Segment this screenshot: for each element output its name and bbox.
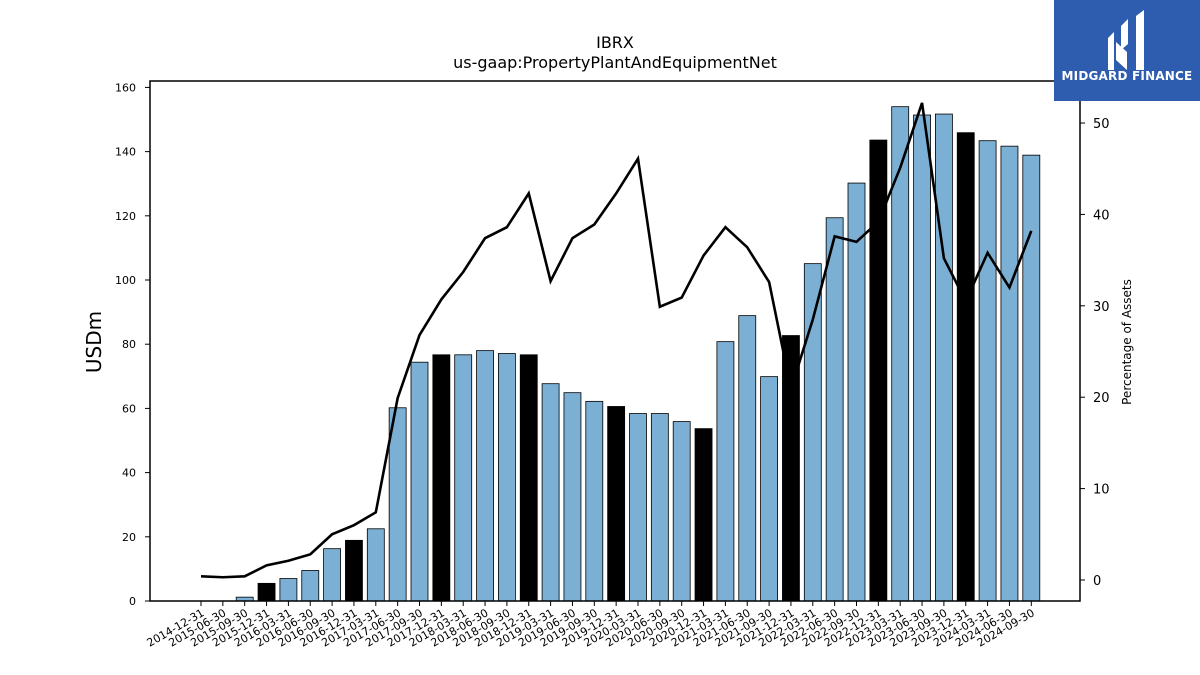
y2-tick-label: 10 <box>1093 483 1110 498</box>
bar-2021-06-30 <box>738 315 757 602</box>
bar-2021-12-31 <box>782 335 800 602</box>
bar-2017-03-31 <box>366 528 385 602</box>
bar-2016-03-31 <box>279 578 298 602</box>
bar-2019-12-31 <box>607 406 626 602</box>
chart-title: IBRX <box>596 33 634 52</box>
chart-subtitle: us-gaap:PropertyPlantAndEquipmentNet <box>453 53 777 72</box>
bar-2019-03-31 <box>541 383 560 602</box>
bar-2018-09-30 <box>497 353 516 602</box>
bar-2016-09-30 <box>323 548 342 602</box>
y-tick-label: 100 <box>115 274 136 287</box>
bar-2021-03-31 <box>716 341 735 602</box>
bar-2024-06-30 <box>1000 145 1019 602</box>
bar-2020-06-30 <box>650 413 669 602</box>
y2-tick-label: 20 <box>1093 391 1110 406</box>
bar-2019-06-30 <box>563 392 582 602</box>
bar-2024-09-30 <box>1022 154 1041 602</box>
bar-2017-12-31 <box>432 354 451 602</box>
plot-frame <box>149 80 1081 602</box>
bar-2018-06-30 <box>476 350 494 602</box>
bar-2016-12-31 <box>345 539 363 602</box>
bar-2023-06-30 <box>913 114 931 602</box>
bar-2024-03-31 <box>978 140 997 602</box>
y2-tick-label: 0 <box>1093 574 1101 589</box>
y-tick-label: 140 <box>115 146 136 159</box>
bar-2022-03-31 <box>803 263 822 602</box>
y2-tick-label: 40 <box>1093 208 1110 223</box>
bar-2023-09-30 <box>935 113 953 602</box>
bar-2020-03-31 <box>629 413 647 602</box>
y-tick-label: 20 <box>122 531 136 544</box>
logo-text: MIDGARD FINANCE <box>1061 69 1193 83</box>
y-axis: 0 20 40 60 80 100 120 140 160 <box>115 81 150 608</box>
bar-2017-09-30 <box>410 361 429 602</box>
y-tick-label: 80 <box>122 338 136 351</box>
bar-2022-09-30 <box>847 182 866 602</box>
bar-2020-09-30 <box>672 421 691 602</box>
y2-tick-label: 50 <box>1093 117 1110 132</box>
bar-2020-12-31 <box>694 428 713 602</box>
midgard-finance-logo: MIDGARD FINANCE <box>1054 0 1200 101</box>
y-tick-label: 40 <box>122 467 136 480</box>
bar-2022-06-30 <box>825 217 844 602</box>
bar-series <box>235 106 1041 602</box>
y2-axis: 0 10 20 30 40 50 <box>1080 117 1110 589</box>
bar-2016-06-30 <box>301 570 320 602</box>
y-tick-label: 0 <box>129 595 136 608</box>
x-axis: 2014-12-312015-06-302015-09-302015-12-31… <box>145 601 1037 650</box>
percentage-line-series <box>200 102 1033 579</box>
y-tick-label: 60 <box>122 402 136 415</box>
logo-mark-icon <box>1108 10 1144 70</box>
bar-2017-06-30 <box>388 407 407 602</box>
percentage-line <box>200 102 1033 579</box>
y-tick-label: 120 <box>115 210 136 223</box>
y2-tick-label: 30 <box>1093 300 1110 315</box>
bar-2018-03-31 <box>454 354 473 602</box>
y2-axis-label: Percentage of Assets <box>1120 279 1134 405</box>
bar-2023-12-31 <box>956 132 975 602</box>
y-axis-label: USDm <box>82 311 106 373</box>
y-tick-label: 160 <box>115 81 136 94</box>
bar-2021-09-30 <box>760 376 778 602</box>
bar-2015-12-31 <box>257 582 276 602</box>
bar-2019-09-30 <box>585 400 604 602</box>
bar-2018-12-31 <box>519 354 538 602</box>
